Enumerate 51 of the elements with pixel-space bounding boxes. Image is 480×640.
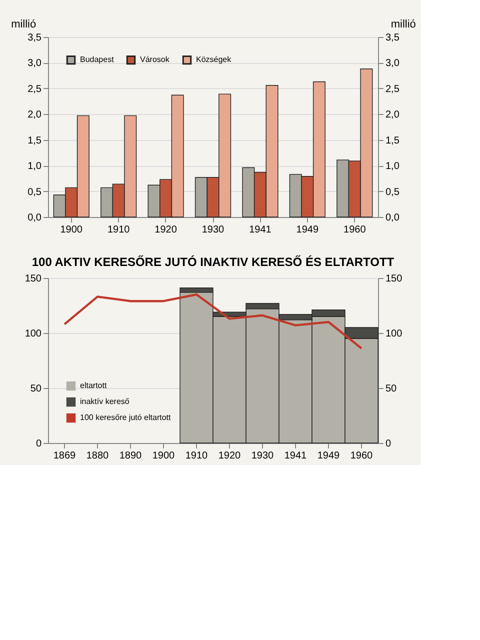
y-tick-label: 50	[30, 384, 42, 394]
y-tick-label: 3,5	[28, 32, 42, 44]
x-tick-label: 1910	[185, 450, 208, 462]
y-tick-label: 0,0	[28, 212, 42, 224]
x-tick-label: 1941	[249, 224, 272, 236]
y2-tick-label: 0	[386, 438, 392, 450]
x-tick-label: 1960	[350, 450, 374, 462]
chart-title: 100 AKTIV KERESŐRE JUTÓ INAKTIV KERESŐ ÉS ELTARTOTT	[32, 255, 395, 269]
x-tick-label: 1880	[86, 450, 110, 462]
y2-axis-title: millió	[390, 18, 416, 30]
y2-tick-label: 2,5	[386, 84, 400, 95]
x-tick-label: 1920	[154, 224, 178, 236]
legend-label: eltartott	[80, 381, 108, 390]
x-tick-label: 1930	[202, 224, 225, 236]
legend-label: Városok	[140, 55, 170, 64]
line-series	[63, 293, 363, 350]
y-axis-title: millió	[11, 18, 36, 30]
y2-tick-label: 1,5	[386, 135, 400, 146]
x-tick-label: 1949	[296, 224, 319, 236]
y-tick-label: 100	[24, 328, 42, 340]
x-tick-label: 1910	[107, 224, 130, 236]
y-tick-label: 150	[24, 274, 42, 284]
legend-label: Budapest	[80, 55, 115, 64]
y-tick-label: 0	[36, 438, 42, 450]
y-tick-label: 2,0	[28, 110, 42, 121]
y2-tick-label: 0,5	[386, 186, 400, 198]
y-tick-label: 3,0	[28, 58, 42, 70]
x-tick-label: 1949	[317, 450, 340, 462]
y2-tick-label: 2,0	[386, 110, 400, 121]
x-tick-label: 1930	[251, 450, 274, 462]
y-tick-label: 1,5	[28, 135, 42, 146]
y-tick-label: 2,5	[28, 84, 42, 95]
legend-label: Községek	[196, 55, 232, 64]
y2-tick-label: 150	[386, 274, 403, 284]
x-tick-label: 1890	[119, 450, 142, 462]
legend-label: inaktív kereső	[80, 397, 130, 406]
y-tick-label: 0,5	[28, 186, 42, 198]
x-tick-label: 1920	[218, 450, 242, 462]
y2-tick-label: 3,5	[386, 32, 400, 44]
y-tick-label: 1,0	[28, 161, 42, 172]
x-tick-label: 1960	[344, 224, 366, 236]
x-tick-label: 1900	[60, 224, 83, 236]
x-tick-label: 1900	[152, 450, 176, 462]
y2-tick-label: 50	[386, 384, 398, 394]
x-tick-label: 1869	[53, 450, 76, 462]
legend-label: 100 keresőre jutó eltartott	[80, 413, 172, 422]
x-tick-label: 1941	[284, 450, 308, 462]
y2-tick-label: 100	[386, 328, 403, 340]
y2-tick-label: 3,0	[386, 58, 400, 70]
y2-tick-label: 1,0	[386, 161, 400, 172]
y2-tick-label: 0,0	[386, 212, 400, 224]
